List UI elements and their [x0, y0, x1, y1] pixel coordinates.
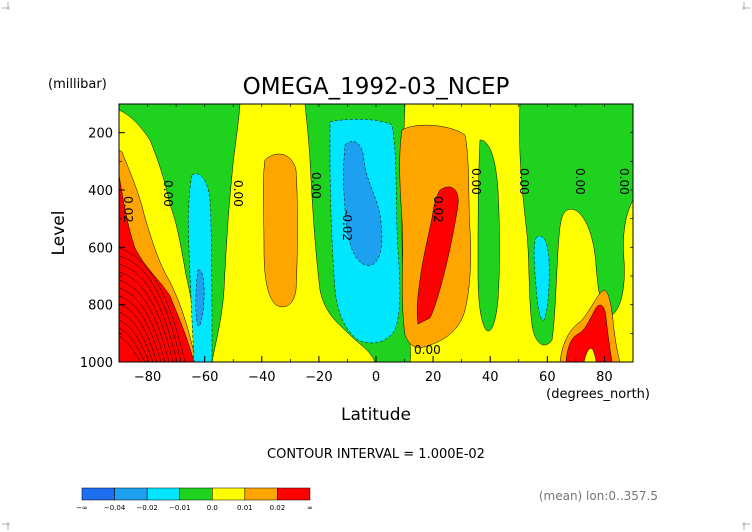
- cyan-band-south: [188, 173, 213, 362]
- x-tick-label: −60: [191, 370, 218, 385]
- x-tick-label: 60: [539, 370, 556, 385]
- x-units-label: (degrees_north): [546, 387, 650, 402]
- dense-contours: [119, 247, 186, 362]
- contour-label: 0.00: [617, 168, 631, 195]
- colorbar-swatch: [179, 487, 213, 501]
- colorbar-label: −0.02: [136, 504, 157, 512]
- orange-column-minus40: [263, 153, 298, 308]
- red-core-north: [416, 186, 459, 325]
- contour-label: 0.00: [517, 168, 531, 195]
- colorbar-swatch: [212, 487, 246, 501]
- x-tick-label: 0: [372, 370, 380, 385]
- y-units-label: (millibar): [48, 77, 107, 92]
- blue-spot-south: [195, 269, 205, 327]
- colorbar-swatch: [277, 487, 311, 501]
- colorbar-label: 0.02: [270, 504, 286, 512]
- contour-label: 0.00: [309, 172, 323, 199]
- y-tick-label: 200: [88, 127, 113, 142]
- y-axis-label: Level: [49, 211, 69, 256]
- contour-interval-text: CONTOUR INTERVAL = 1.000E-02: [267, 447, 485, 462]
- contour-label: 0.00: [161, 180, 175, 207]
- y-tick-label: 800: [88, 299, 113, 314]
- colorbar-label: −0.04: [104, 504, 126, 512]
- x-tick-label: 80: [596, 370, 613, 385]
- colorbar-label: 0.0: [207, 504, 218, 512]
- x-axis: −80 −60 −40 −20 0 20 40 60 80: [118, 104, 634, 385]
- red-zone-south-pole: [119, 174, 195, 362]
- cyan-spot-east: [533, 235, 550, 321]
- x-tick-label: 20: [425, 370, 442, 385]
- y-tick-label: 600: [88, 241, 113, 256]
- red-zone-north-pole: [565, 304, 613, 362]
- colorbar-label: −∞: [76, 504, 88, 512]
- contour-label: 0.00: [414, 343, 441, 357]
- contour-label: -0.02: [340, 210, 354, 241]
- colorbar-swatch: [81, 487, 115, 501]
- y-axis: 200 400 600 800 1000: [80, 103, 633, 371]
- x-tick-label: −80: [134, 370, 161, 385]
- chart-title: OMEGA_1992-03_NCEP: [243, 74, 510, 100]
- y-tick-label: 400: [88, 184, 113, 199]
- yellow-gap-north-pole: [583, 348, 597, 362]
- x-tick-label: −20: [305, 370, 332, 385]
- x-tick-label: 40: [482, 370, 499, 385]
- green-band-north-40: [477, 139, 500, 332]
- x-axis-label: Latitude: [341, 405, 411, 425]
- colorbar-label: ∞: [307, 504, 313, 512]
- blue-core-central: [343, 141, 383, 266]
- colorbar: −∞ −0.04 −0.02 −0.01 0.0 0.01 0.02 ∞: [76, 487, 313, 512]
- colorbar-swatch: [146, 487, 180, 501]
- contour-label: 0.02: [431, 196, 445, 223]
- colorbar-swatch: [244, 487, 278, 501]
- contour-label: 0.00: [573, 168, 587, 195]
- y-tick-label: 1000: [80, 356, 113, 371]
- contour-label: 0.00: [231, 180, 245, 207]
- contour-label: 0.00: [469, 168, 483, 195]
- contour-label: 0.02: [121, 196, 135, 223]
- colorbar-label: −0.01: [169, 504, 190, 512]
- contour-label-group: 0.02 0.00 0.00 0.00 0.00 -0.02 0.00 0.02…: [121, 168, 631, 357]
- colorbar-label: 0.01: [237, 504, 253, 512]
- x-tick-label: −40: [248, 370, 275, 385]
- plot-area: 0.02 0.00 0.00 0.00 0.00 -0.02 0.00 0.02…: [119, 104, 633, 362]
- colorbar-swatch: [114, 487, 148, 501]
- footer-text: (mean) lon:0..357.5: [539, 489, 658, 503]
